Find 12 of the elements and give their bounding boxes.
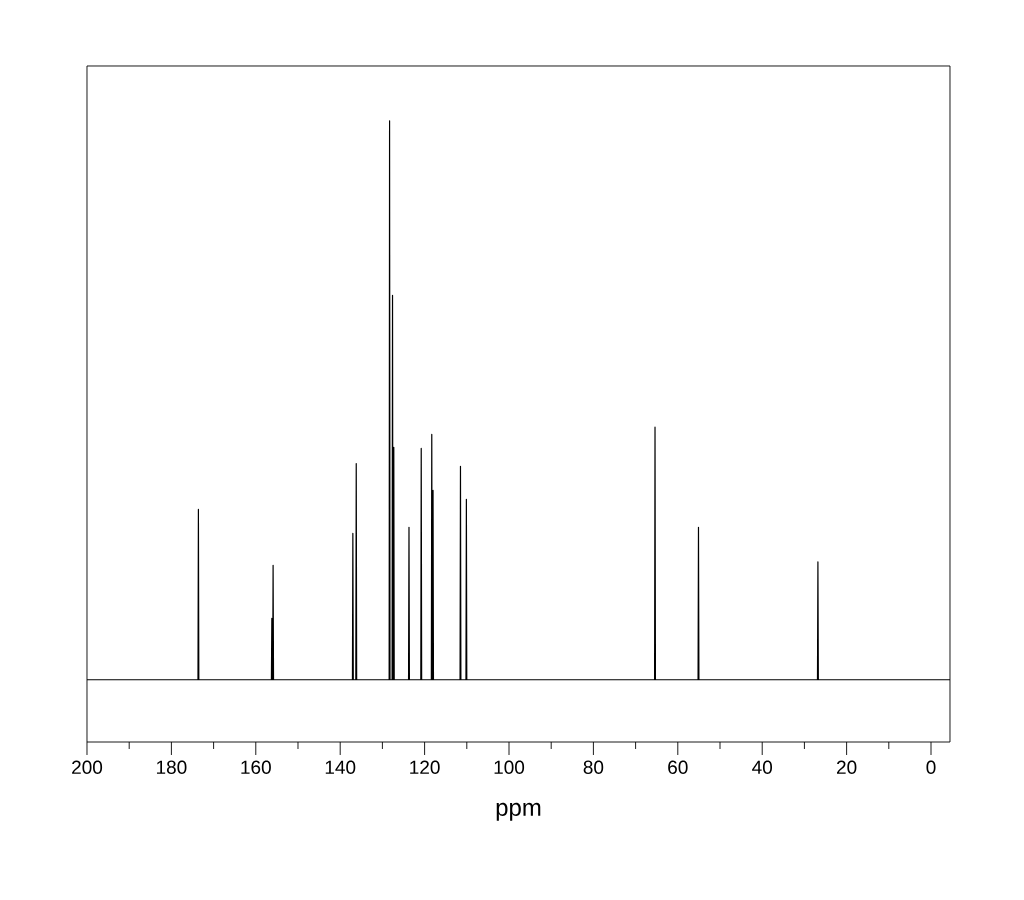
x-axis-title: ppm	[496, 802, 541, 821]
x-tick-label: 160	[241, 760, 271, 774]
x-tick-label: 180	[156, 760, 187, 774]
x-tick-label: 40	[752, 760, 773, 774]
x-tick-label: 120	[410, 760, 440, 774]
x-tick-label: 80	[583, 760, 604, 774]
x-tick-label: 200	[72, 760, 103, 774]
x-tick-label: 60	[668, 760, 688, 774]
x-tick-label: 100	[494, 760, 525, 774]
x-tick-label: 140	[325, 760, 356, 774]
x-tick-label: 20	[837, 760, 857, 774]
x-tick-label: 0	[926, 760, 936, 774]
